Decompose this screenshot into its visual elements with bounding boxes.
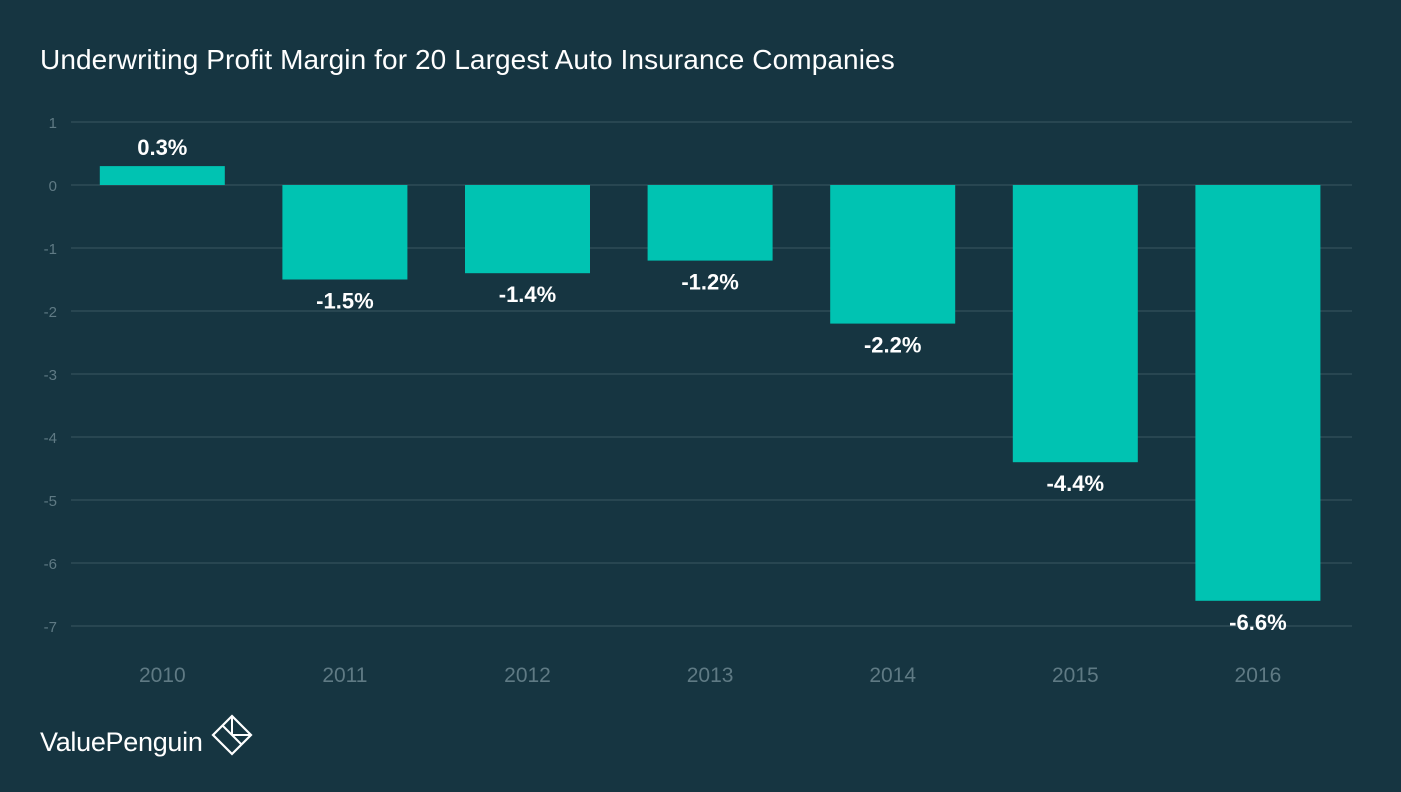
bar bbox=[1195, 185, 1321, 601]
x-tick-label: 2015 bbox=[1052, 664, 1099, 687]
data-label: -1.4% bbox=[499, 282, 556, 307]
brand-logo: ValuePenguin bbox=[40, 714, 253, 761]
data-label: -2.2% bbox=[864, 333, 921, 358]
bar bbox=[282, 185, 408, 280]
y-tick-label: 0 bbox=[49, 178, 57, 195]
data-label: -1.5% bbox=[316, 289, 373, 314]
x-tick-label: 2010 bbox=[139, 664, 186, 687]
x-tick-label: 2011 bbox=[322, 664, 367, 687]
y-tick-label: -4 bbox=[44, 430, 57, 447]
y-tick-label: -6 bbox=[44, 556, 57, 573]
data-label: -6.6% bbox=[1229, 610, 1286, 635]
y-tick-label: -1 bbox=[44, 241, 57, 258]
bars-layer bbox=[99, 166, 1321, 601]
bar bbox=[647, 185, 773, 261]
y-tick-label: -3 bbox=[44, 367, 57, 384]
bar bbox=[465, 185, 590, 274]
labels-layer: 0.3% 2010 -1.5% 2011 -1.4% 2012 -1.2% 2013 -2.2%… bbox=[137, 135, 1286, 687]
chart-title: Underwriting Profit Margin for 20 Larges… bbox=[40, 44, 895, 75]
data-label: 0.3% bbox=[137, 135, 187, 160]
valuepenguin-diamond-logo-icon bbox=[210, 714, 253, 761]
y-tick-label: -5 bbox=[44, 493, 57, 510]
x-tick-label: 2012 bbox=[504, 664, 551, 687]
brand-name: ValuePenguin bbox=[40, 727, 203, 757]
y-tick-label: -7 bbox=[44, 619, 57, 636]
bar bbox=[99, 166, 225, 185]
x-tick-label: 2014 bbox=[869, 664, 916, 687]
y-tick-label: 1 bbox=[49, 115, 57, 132]
data-label: -1.2% bbox=[681, 270, 738, 295]
x-tick-label: 2016 bbox=[1235, 664, 1282, 687]
data-label: -4.4% bbox=[1047, 471, 1104, 496]
bar bbox=[830, 185, 956, 324]
x-tick-label: 2013 bbox=[687, 664, 734, 687]
bar bbox=[1012, 185, 1138, 463]
y-tick-label: -2 bbox=[44, 304, 57, 321]
